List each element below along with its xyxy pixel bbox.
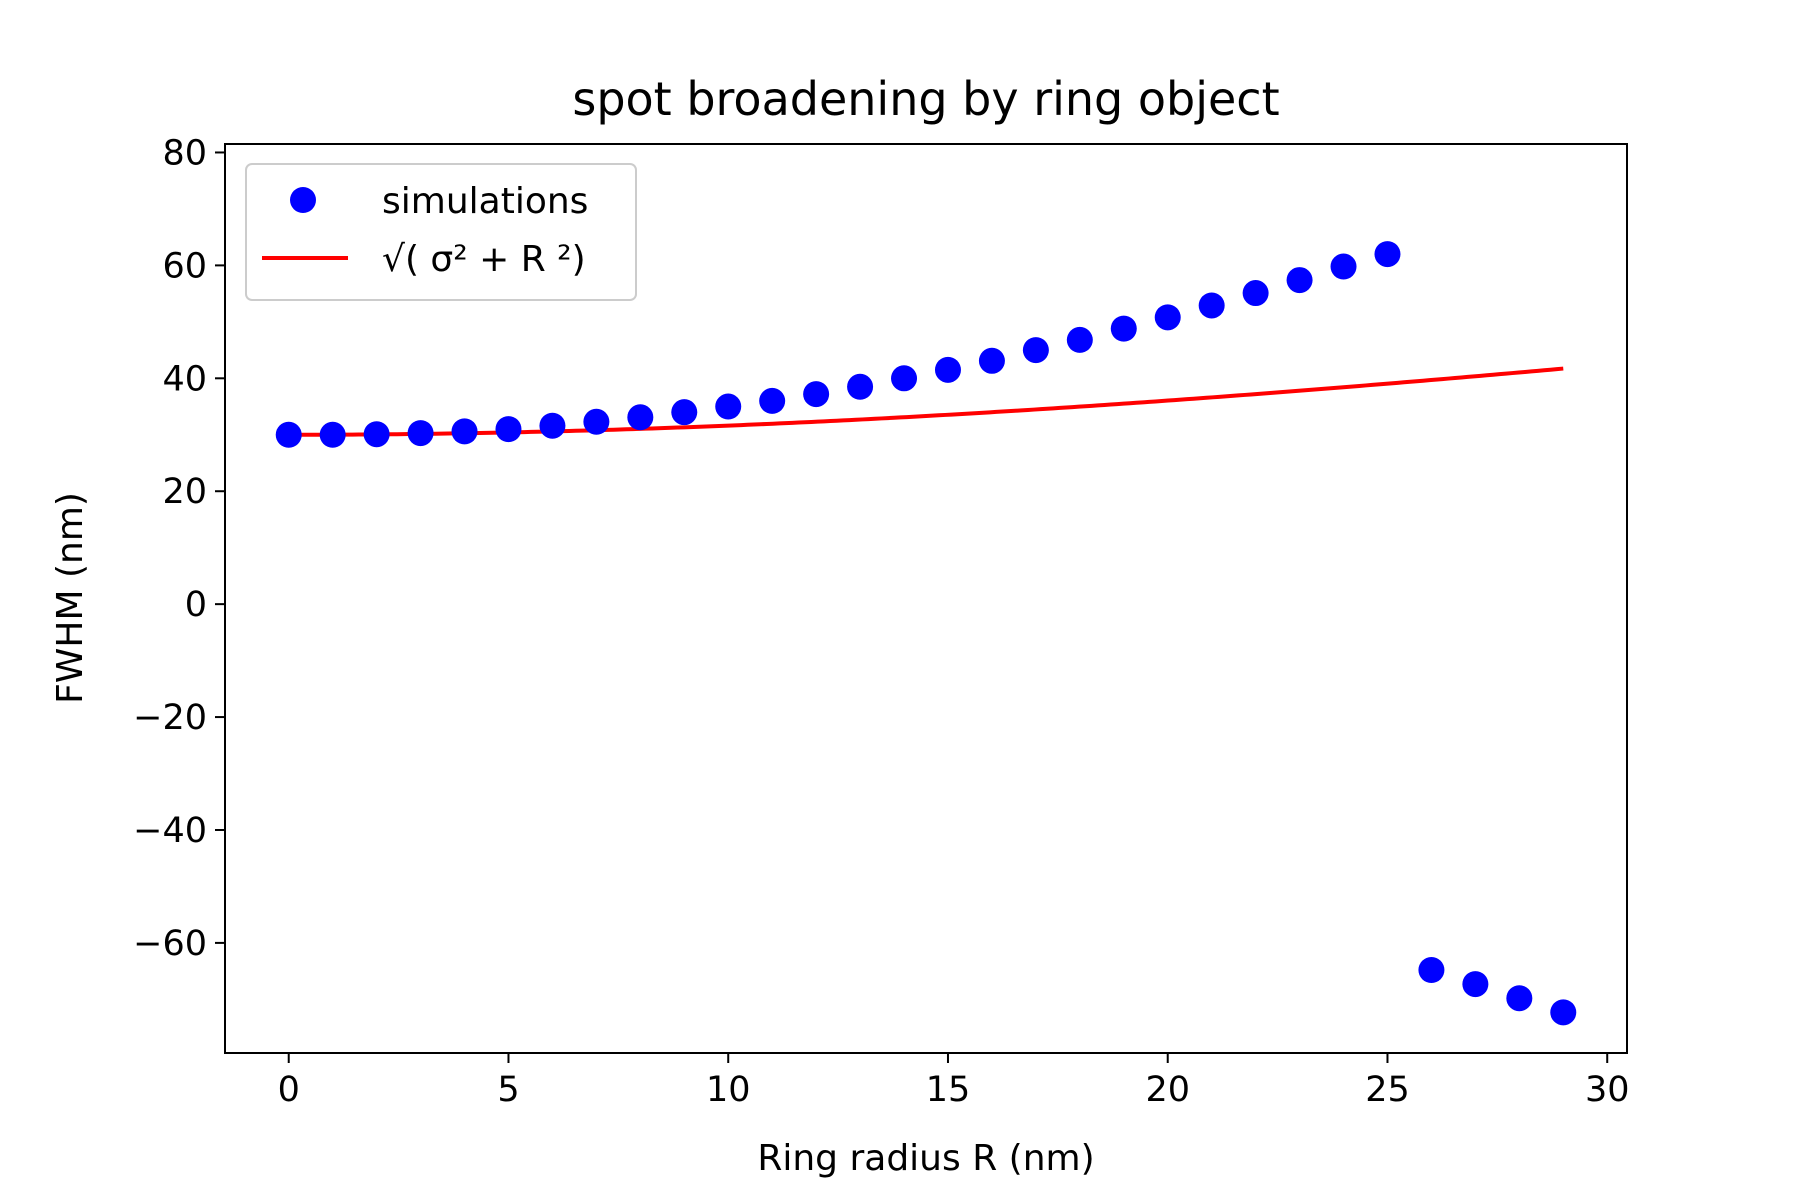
x-tick-label: 10 xyxy=(706,1070,751,1110)
data-point xyxy=(1418,957,1445,984)
x-tick-label: 5 xyxy=(497,1070,519,1110)
x-axis: 0 5 10 15 20 25 30 xyxy=(278,1053,1630,1110)
data-point xyxy=(1330,253,1357,280)
data-point xyxy=(1550,999,1577,1026)
data-point xyxy=(759,387,786,414)
data-point xyxy=(891,365,918,392)
legend-label-fit: √( σ² + R ²) xyxy=(382,239,586,280)
y-tick-label: −20 xyxy=(133,698,207,738)
fit-line xyxy=(288,366,1564,437)
data-point xyxy=(1022,337,1049,364)
x-tick-label: 15 xyxy=(926,1070,971,1110)
data-point xyxy=(1066,326,1093,353)
y-tick-label: 80 xyxy=(162,133,207,173)
y-axis: 80 60 40 20 0 −20 −40 −60 xyxy=(133,133,225,964)
legend-label-simulations: simulations xyxy=(382,181,588,222)
data-point xyxy=(275,421,302,448)
y-tick-label: 0 xyxy=(185,585,207,625)
y-tick-label: 60 xyxy=(162,246,207,286)
x-tick-label: 30 xyxy=(1585,1070,1630,1110)
data-point xyxy=(495,416,522,443)
y-axis-label: FWHM (nm) xyxy=(50,492,91,704)
x-tick-label: 0 xyxy=(278,1070,300,1110)
data-point xyxy=(1110,315,1137,342)
data-point xyxy=(1198,292,1225,319)
data-point xyxy=(671,399,698,426)
data-point xyxy=(1506,985,1533,1012)
data-point xyxy=(363,421,390,448)
data-point xyxy=(583,408,610,435)
legend: simulations √( σ² + R ²) xyxy=(245,163,637,301)
data-points-layer xyxy=(275,241,1577,1026)
data-point xyxy=(1374,241,1401,268)
data-point xyxy=(407,420,434,447)
data-point xyxy=(803,381,830,408)
data-point xyxy=(319,421,346,448)
data-point xyxy=(539,412,566,439)
data-point xyxy=(1286,267,1313,294)
y-tick-label: 20 xyxy=(162,472,207,512)
data-point xyxy=(627,404,654,431)
y-tick-label: −40 xyxy=(133,811,207,851)
legend-marker-simulations xyxy=(290,187,316,213)
x-axis-label: Ring radius R (nm) xyxy=(757,1138,1094,1179)
fit-line-layer xyxy=(288,366,1564,437)
x-tick-label: 25 xyxy=(1365,1070,1410,1110)
data-point xyxy=(978,347,1005,374)
y-tick-label: −60 xyxy=(133,924,207,964)
x-tick-label: 20 xyxy=(1145,1070,1190,1110)
data-point xyxy=(1242,280,1269,307)
data-point xyxy=(1462,971,1489,998)
plot-area xyxy=(224,143,1628,1054)
chart-title: spot broadening by ring object xyxy=(572,72,1279,126)
plot-frame xyxy=(224,143,1628,1054)
data-point xyxy=(934,356,961,383)
data-point xyxy=(847,373,874,400)
data-point xyxy=(1154,304,1181,331)
legend-box xyxy=(245,163,637,301)
data-point xyxy=(715,393,742,420)
y-tick-label: 40 xyxy=(162,359,207,399)
data-point xyxy=(451,418,478,445)
